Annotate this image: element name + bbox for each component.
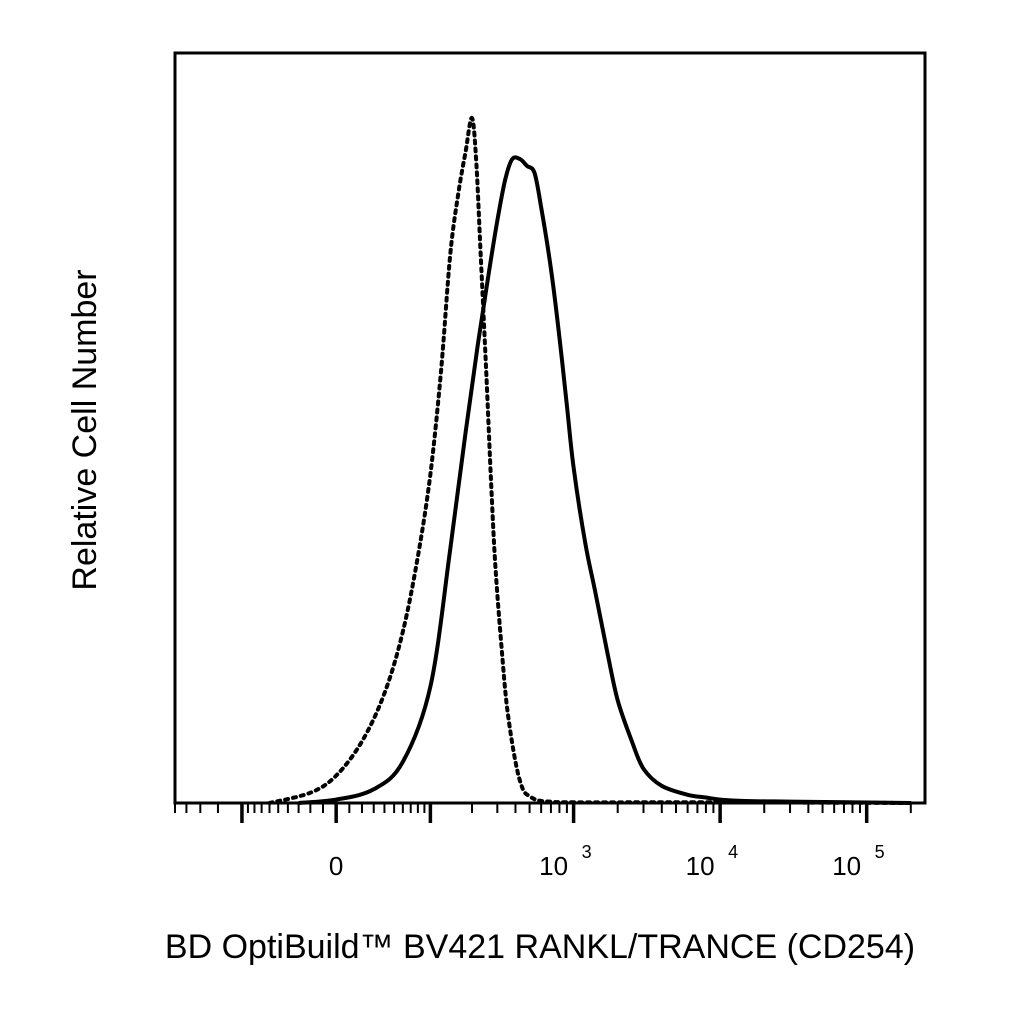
x-tick-exponent: 3 [582, 842, 592, 862]
x-tick-label: 10 [832, 851, 861, 881]
x-tick-label: 0 [329, 851, 343, 881]
x-axis-tick-labels: 0 10 3 10 4 10 5 [329, 842, 885, 881]
series-line-solid [298, 155, 911, 805]
histogram-series [267, 115, 913, 805]
x-tick-label: 10 [686, 851, 715, 881]
series-line-dotted [267, 115, 913, 805]
plot-frame [173, 51, 927, 805]
x-tick-label: 10 [539, 851, 568, 881]
x-axis-label: BD OptiBuild™ BV421 RANKL/TRANCE (CD254) [165, 928, 915, 966]
x-axis-ticks [174, 803, 912, 823]
x-tick-exponent: 4 [728, 842, 738, 862]
x-tick-exponent: 5 [875, 842, 885, 862]
y-axis-label: Relative Cell Number [66, 269, 104, 590]
